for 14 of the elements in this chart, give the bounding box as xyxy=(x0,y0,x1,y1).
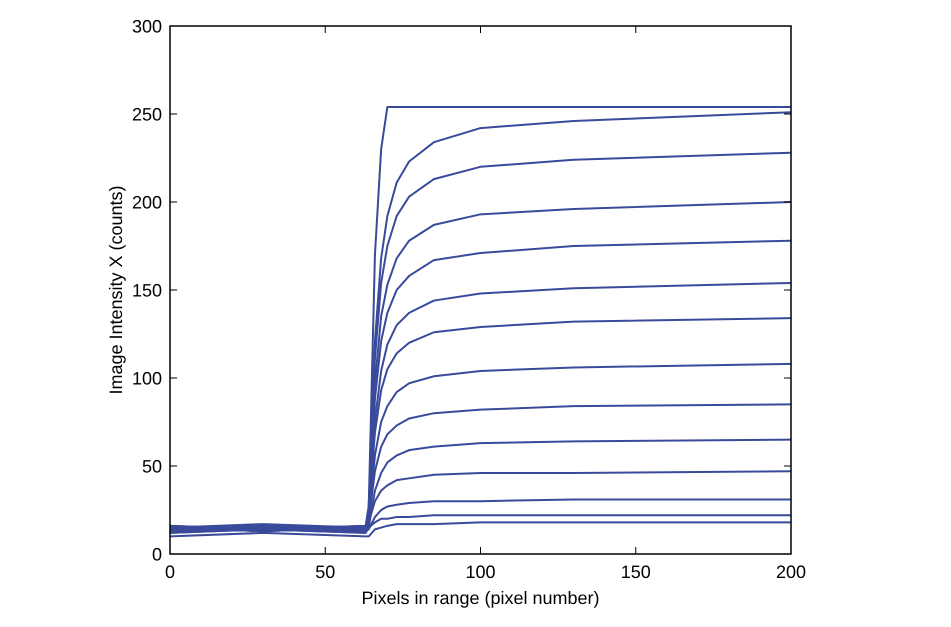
y-tick-label: 300 xyxy=(132,16,162,36)
y-tick-label: 0 xyxy=(152,544,162,564)
y-axis-title: Image Intensity X (counts) xyxy=(106,185,126,395)
x-axis-title: Pixels in range (pixel number) xyxy=(361,588,600,608)
y-tick-label: 100 xyxy=(132,368,162,388)
x-tick-label: 100 xyxy=(465,562,496,582)
x-tick-label: 0 xyxy=(164,562,176,582)
x-tick-label: 150 xyxy=(620,562,651,582)
x-tick-label: 50 xyxy=(315,562,336,582)
y-tick-label: 250 xyxy=(132,104,162,124)
x-tick-label: 200 xyxy=(776,562,806,582)
y-tick-label: 50 xyxy=(142,456,162,476)
y-tick-label: 150 xyxy=(132,280,162,300)
y-tick-label: 200 xyxy=(132,192,162,212)
